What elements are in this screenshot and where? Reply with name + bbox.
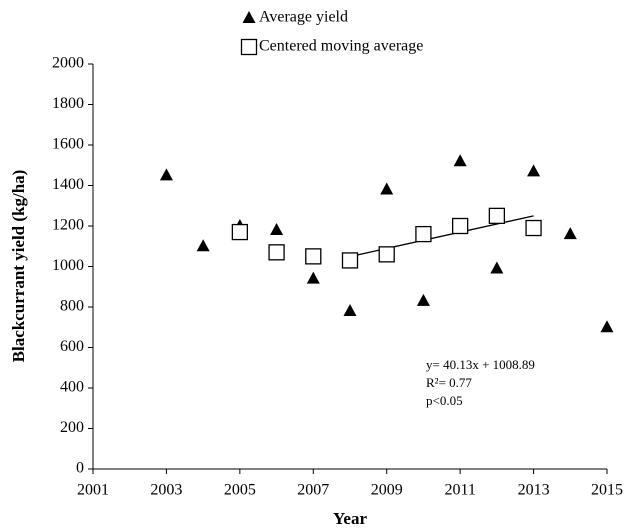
triangle-marker bbox=[490, 261, 504, 274]
x-axis-label: Year bbox=[333, 509, 367, 528]
x-tick-label: 2013 bbox=[518, 482, 550, 499]
y-tick-label: 1000 bbox=[52, 257, 84, 274]
square-marker bbox=[341, 252, 359, 269]
x-tick-label: 2001 bbox=[77, 482, 109, 499]
x-tick-label: 2009 bbox=[371, 482, 403, 499]
square-marker bbox=[268, 244, 285, 261]
x-tick-label: 2003 bbox=[150, 482, 182, 499]
y-axis-label: Blackcurrant yield (kg/ha) bbox=[9, 170, 28, 363]
y-tick-label: 2000 bbox=[52, 55, 84, 72]
y-tick-label: 0 bbox=[76, 460, 84, 477]
y-tick-label: 600 bbox=[60, 338, 84, 355]
square-marker bbox=[488, 207, 506, 225]
y-tick-label: 1800 bbox=[52, 95, 84, 112]
square-marker bbox=[240, 38, 258, 56]
triangle-marker bbox=[306, 271, 320, 284]
y-tick-label: 400 bbox=[60, 379, 84, 396]
y-tick-label: 1400 bbox=[52, 176, 84, 193]
legend-label: Average yield bbox=[259, 9, 348, 26]
triangle-marker bbox=[527, 164, 541, 177]
annotation: y= 40.13x + 1008.89 bbox=[426, 357, 535, 372]
y-tick-label: 1200 bbox=[52, 217, 84, 234]
legend-label: Centered moving average bbox=[259, 38, 423, 55]
triangle-marker bbox=[242, 11, 256, 23]
y-tick-label: 200 bbox=[60, 419, 84, 436]
x-tick-label: 2015 bbox=[591, 482, 623, 499]
square-marker bbox=[305, 248, 322, 265]
square-marker bbox=[415, 225, 432, 243]
triangle-marker bbox=[453, 154, 467, 167]
x-tick-label: 2005 bbox=[224, 482, 256, 499]
trendline bbox=[349, 215, 534, 258]
triangle-marker bbox=[416, 293, 430, 306]
square-marker bbox=[451, 217, 469, 235]
y-tick-label: 800 bbox=[60, 298, 84, 315]
x-tick-label: 2011 bbox=[444, 482, 475, 499]
triangle-marker bbox=[343, 304, 357, 317]
triangle-marker bbox=[600, 320, 614, 333]
annotation: p<0.05 bbox=[426, 393, 463, 408]
triangle-marker bbox=[196, 239, 210, 252]
triangle-marker bbox=[270, 223, 284, 236]
square-marker bbox=[378, 246, 395, 263]
square-marker bbox=[525, 219, 542, 237]
square-marker bbox=[231, 223, 249, 241]
annotation: R²= 0.77 bbox=[426, 375, 472, 390]
x-tick-label: 2007 bbox=[297, 482, 329, 499]
triangle-marker bbox=[563, 227, 577, 240]
triangle-marker bbox=[159, 168, 173, 181]
y-tick-label: 1600 bbox=[52, 136, 84, 153]
triangle-marker bbox=[380, 182, 394, 195]
